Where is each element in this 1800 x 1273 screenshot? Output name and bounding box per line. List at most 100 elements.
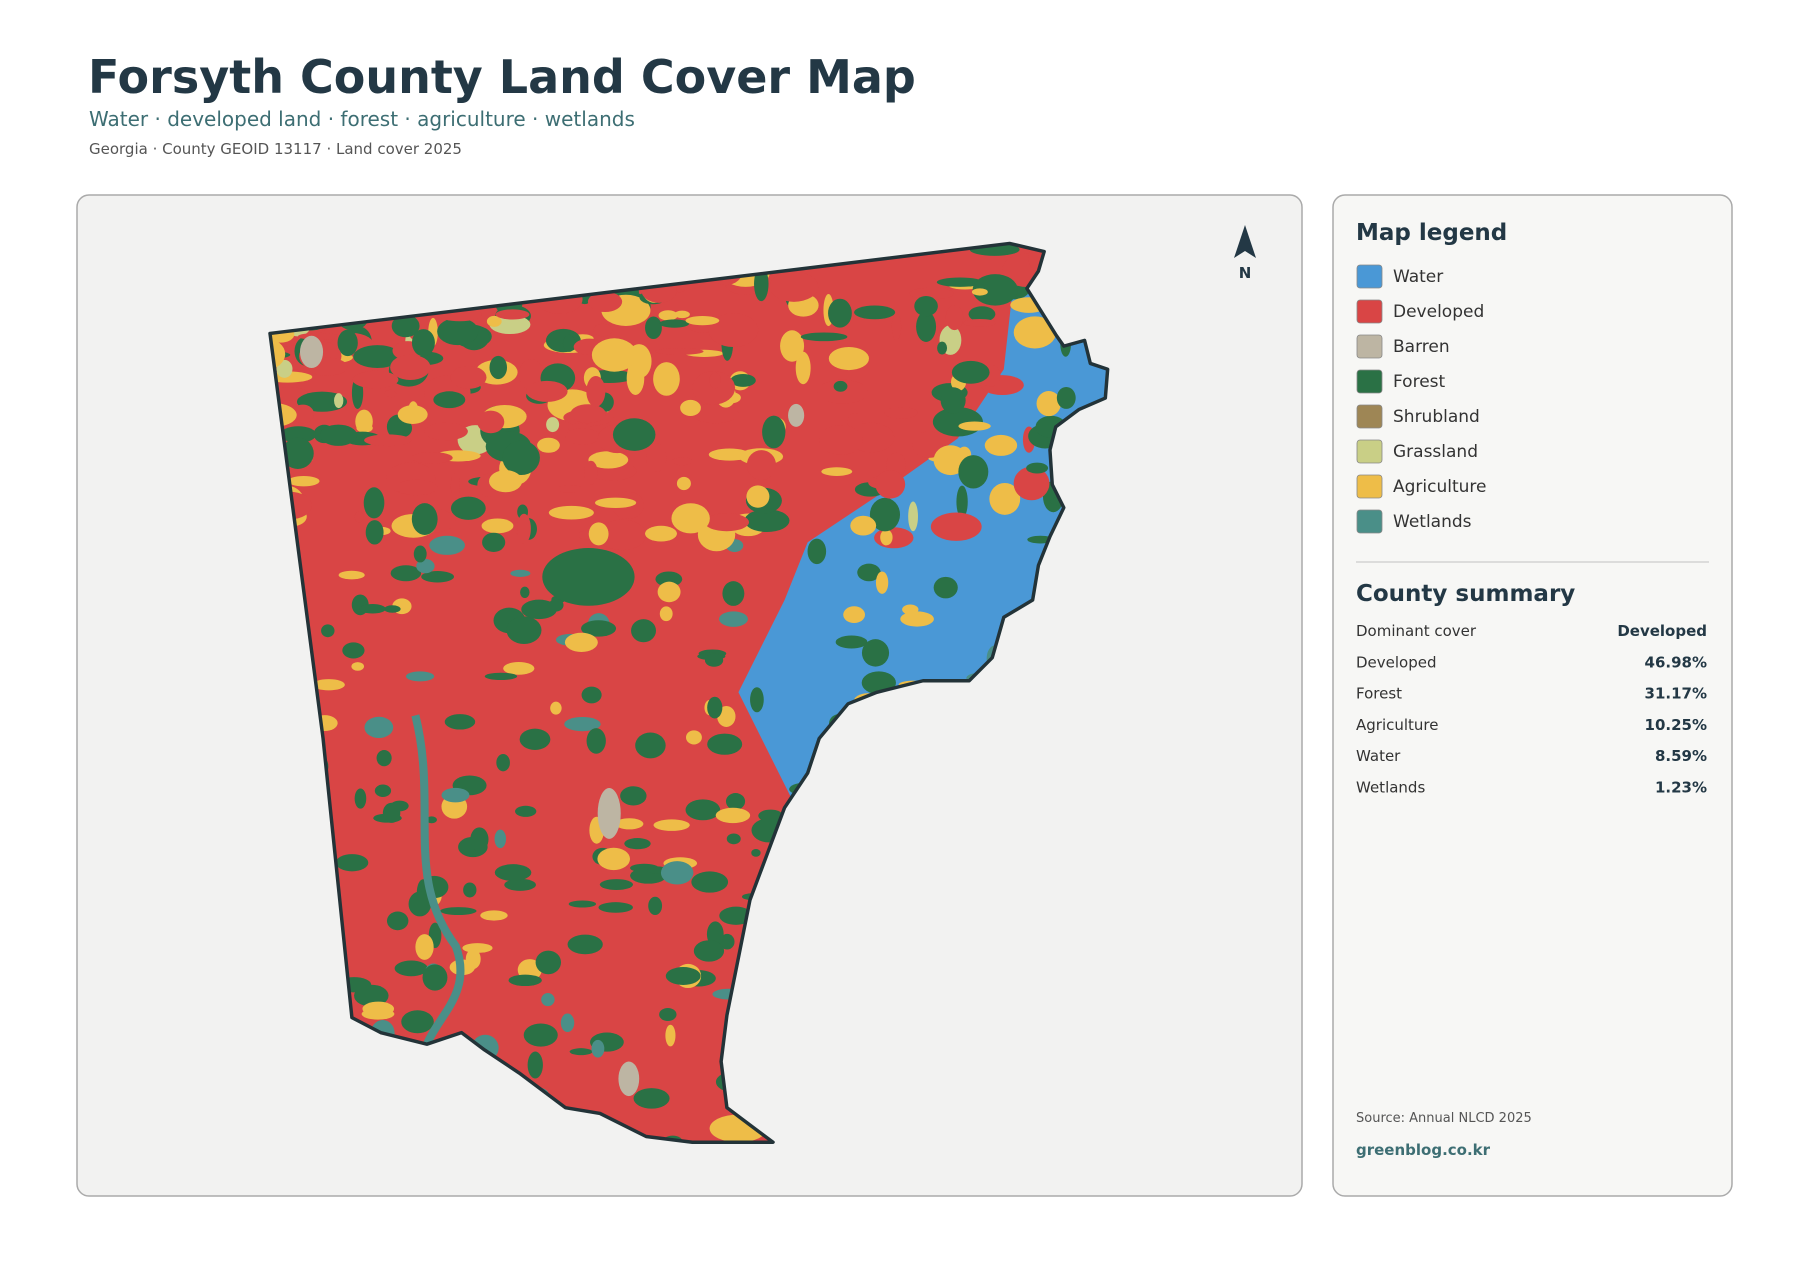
summary-key: Developed: [1356, 653, 1437, 671]
cover-patch: [550, 701, 562, 715]
legend-title: Map legend: [1356, 220, 1507, 246]
cover-patch: [352, 370, 399, 389]
cover-patch: [391, 314, 420, 338]
cover-patch: [515, 805, 537, 817]
cover-patch: [707, 733, 743, 755]
cover-patch: [441, 787, 470, 803]
cover-patch: [470, 827, 489, 852]
north-arrow: [1234, 225, 1256, 258]
cover-patch: [599, 879, 634, 891]
cover-patch: [657, 581, 681, 603]
cover-patch: [795, 351, 811, 385]
cover-patch: [869, 497, 901, 532]
cover-patch: [659, 606, 673, 622]
cover-patch: [769, 271, 819, 302]
title: Forsyth County Land Cover Map: [88, 50, 916, 104]
cover-patch: [828, 298, 852, 328]
cover-patch: [415, 934, 434, 960]
cover-patch: [437, 317, 479, 346]
cover-patch: [1026, 462, 1049, 474]
cover-patch: [744, 509, 790, 533]
cover-patch: [359, 604, 386, 614]
cover-patch: [588, 522, 609, 546]
cover-patch: [287, 475, 320, 487]
cover-patch: [386, 911, 409, 931]
cover-patch: [686, 730, 702, 745]
cover-patch: [450, 365, 487, 389]
cover-patch: [390, 565, 422, 582]
cover-patch: [433, 391, 466, 409]
cover-patch: [655, 347, 704, 355]
legend-label: Wetlands: [1393, 512, 1472, 532]
cover-patch: [725, 793, 746, 810]
cover-patch: [940, 387, 966, 414]
cover-patch: [956, 485, 968, 518]
cover-patch: [535, 950, 562, 975]
cover-patch: [495, 309, 530, 320]
barren-patch: [618, 1061, 640, 1097]
cover-patch: [564, 632, 598, 652]
legend-swatch: [1356, 369, 1383, 394]
cover-patch: [665, 967, 701, 985]
cover-patch: [620, 786, 647, 806]
cover-patch: [624, 838, 651, 850]
cover-patch: [722, 581, 745, 606]
cover-patch: [411, 452, 453, 464]
cover-patch: [746, 450, 777, 480]
cover-patch: [597, 847, 631, 871]
cover-patch: [704, 653, 724, 667]
cover-patch: [354, 511, 364, 523]
cover-patch: [900, 611, 934, 627]
cover-patch: [269, 338, 286, 370]
cover-patch: [280, 426, 317, 443]
cover-patch: [353, 345, 402, 369]
summary: Dominant cover Developed Developed 46.98% Fo…: [1356, 622, 1707, 797]
cover-patch: [567, 934, 603, 955]
cover-patch: [746, 485, 770, 508]
cover-patch: [465, 948, 481, 969]
cover-patch: [546, 417, 560, 433]
cover-patch: [588, 451, 629, 469]
cover-patch: [937, 341, 948, 355]
cover-patch: [422, 964, 448, 991]
summary-value: 46.98%: [1645, 653, 1707, 671]
summary-key: Wetlands: [1356, 779, 1425, 797]
subtitle: Water · developed land · forest · agricu…: [89, 107, 635, 131]
summary-value: 1.23%: [1655, 779, 1707, 797]
cover-patch: [390, 354, 431, 380]
cover-patch: [382, 802, 401, 823]
cover-patch: [835, 635, 868, 649]
cover-patch: [411, 503, 438, 535]
cover-patch: [726, 833, 741, 845]
source: Source: Annual NLCD 2025: [1356, 1111, 1532, 1126]
cover-patch: [902, 604, 919, 615]
cover-patch: [850, 515, 877, 536]
cover-patch: [568, 900, 597, 908]
cover-patch: [685, 799, 721, 821]
cover-patch: [312, 679, 345, 691]
cover-patch: [521, 599, 557, 620]
cover-patch: [653, 819, 690, 831]
cover-patch: [401, 1010, 434, 1034]
cover-patch: [335, 854, 369, 872]
cover-patch: [416, 558, 435, 574]
legend-swatch: [1356, 334, 1383, 359]
cover-patch: [645, 316, 662, 340]
cover-patch: [291, 404, 314, 424]
cover-patch: [665, 1024, 676, 1047]
barren-patch: [788, 403, 805, 427]
cover-patch: [481, 518, 514, 534]
cover-patch: [394, 419, 413, 438]
cover-patch: [394, 960, 428, 977]
cover-patch: [972, 274, 1018, 306]
site-link[interactable]: greenblog.co.kr: [1356, 1141, 1491, 1159]
cover-patch: [586, 375, 606, 407]
summary-key: Agriculture: [1356, 716, 1439, 734]
cover-patch: [450, 472, 460, 499]
cover-patch: [645, 525, 677, 542]
cover-patch: [891, 313, 902, 341]
cover-patch: [426, 816, 437, 824]
cover-patch: [520, 586, 530, 599]
cover-patch: [413, 545, 427, 563]
